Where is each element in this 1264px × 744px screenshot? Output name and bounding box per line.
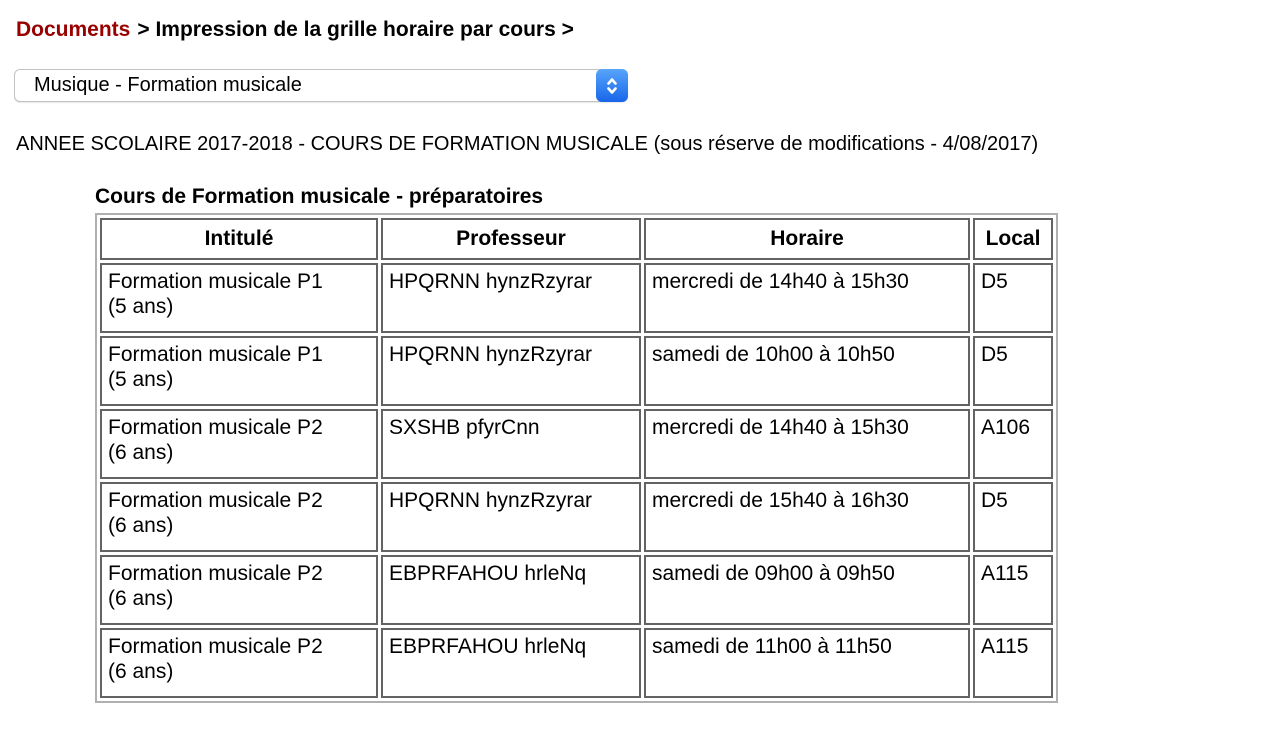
- breadcrumb-documents-link[interactable]: Documents: [16, 18, 131, 41]
- column-header-intitule: Intitulé: [100, 218, 378, 260]
- table-row: Formation musicale P2 (6 ans) SXSHB pfyr…: [100, 409, 1053, 479]
- table-title: Cours de Formation musicale - préparatoi…: [95, 185, 544, 208]
- breadcrumb: Documents > Impression de la grille horai…: [16, 18, 1264, 42]
- cell-professeur: EBPRFAHOU hrleNq: [381, 628, 641, 698]
- schedule-table: Intitulé Professeur Horaire Local Format…: [95, 213, 1058, 703]
- column-header-local: Local: [973, 218, 1053, 260]
- course-select[interactable]: Musique - Formation musicale: [14, 69, 628, 102]
- cell-local: A106: [973, 409, 1053, 479]
- page-heading: ANNEE SCOLAIRE 2017-2018 - COURS DE FORM…: [16, 133, 1039, 155]
- cell-intitule: Formation musicale P2 (6 ans): [100, 555, 378, 625]
- breadcrumb-current: > Impression de la grille horaire par co…: [137, 18, 574, 41]
- cell-local: A115: [973, 555, 1053, 625]
- cell-local: D5: [973, 263, 1053, 333]
- cell-intitule: Formation musicale P1 (5 ans): [100, 263, 378, 333]
- cell-professeur: SXSHB pfyrCnn: [381, 409, 641, 479]
- cell-professeur: EBPRFAHOU hrleNq: [381, 555, 641, 625]
- cell-horaire: samedi de 11h00 à 11h50: [644, 628, 970, 698]
- cell-intitule: Formation musicale P2 (6 ans): [100, 482, 378, 552]
- cell-professeur: HPQRNN hynzRzyrar: [381, 263, 641, 333]
- cell-professeur: HPQRNN hynzRzyrar: [381, 336, 641, 406]
- cell-horaire: mercredi de 14h40 à 15h30: [644, 263, 970, 333]
- table-row: Formation musicale P1 (5 ans) HPQRNN hyn…: [100, 336, 1053, 406]
- column-header-horaire: Horaire: [644, 218, 970, 260]
- schedule-section: Cours de Formation musicale - préparatoi…: [95, 185, 1264, 703]
- cell-horaire: samedi de 09h00 à 09h50: [644, 555, 970, 625]
- cell-intitule: Formation musicale P1 (5 ans): [100, 336, 378, 406]
- cell-local: A115: [973, 628, 1053, 698]
- cell-intitule: Formation musicale P2 (6 ans): [100, 409, 378, 479]
- chevron-up-down-icon: [607, 77, 617, 94]
- column-header-professeur: Professeur: [381, 218, 641, 260]
- cell-horaire: samedi de 10h00 à 10h50: [644, 336, 970, 406]
- cell-professeur: HPQRNN hynzRzyrar: [381, 482, 641, 552]
- select-stepper-button[interactable]: [596, 69, 628, 102]
- cell-local: D5: [973, 482, 1053, 552]
- cell-horaire: mercredi de 14h40 à 15h30: [644, 409, 970, 479]
- course-select-value: Musique - Formation musicale: [34, 74, 302, 96]
- cell-horaire: mercredi de 15h40 à 16h30: [644, 482, 970, 552]
- cell-local: D5: [973, 336, 1053, 406]
- table-row: Formation musicale P1 (5 ans) HPQRNN hyn…: [100, 263, 1053, 333]
- table-header-row: Intitulé Professeur Horaire Local: [100, 218, 1053, 260]
- cell-intitule: Formation musicale P2 (6 ans): [100, 628, 378, 698]
- table-row: Formation musicale P2 (6 ans) EBPRFAHOU …: [100, 555, 1053, 625]
- table-row: Formation musicale P2 (6 ans) EBPRFAHOU …: [100, 628, 1053, 698]
- table-row: Formation musicale P2 (6 ans) HPQRNN hyn…: [100, 482, 1053, 552]
